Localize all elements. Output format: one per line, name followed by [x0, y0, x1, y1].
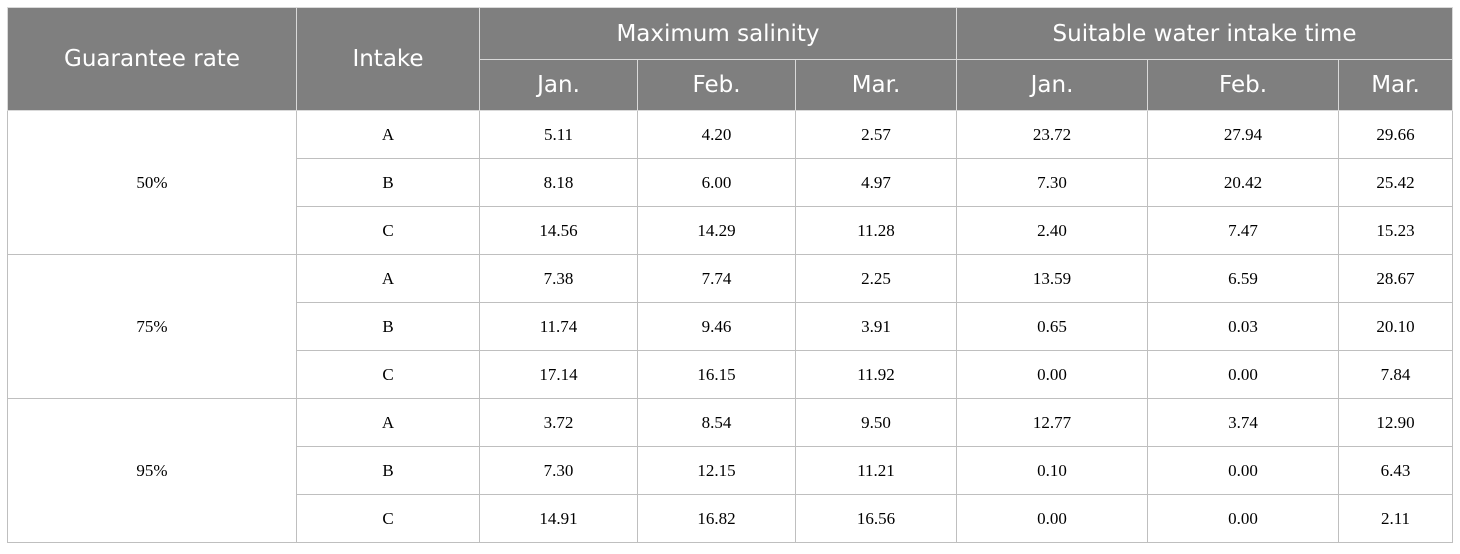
- table-row: C 14.56 14.29 11.28 2.40 7.47 15.23: [8, 206, 1454, 255]
- value-cell: 2.11: [1337, 494, 1454, 543]
- value-cell: 7.30: [479, 446, 638, 495]
- table-header: Guarantee rate Intake Maximum salinity S…: [7, 7, 1454, 111]
- header-guarantee-rate: Guarantee rate: [7, 7, 297, 111]
- value-cell: 11.28: [795, 206, 957, 255]
- value-cell: 0.00: [1147, 350, 1339, 399]
- value-cell: 2.40: [956, 206, 1148, 255]
- value-cell: 6.43: [1337, 446, 1454, 495]
- table-row: 50% A 5.11 4.20 2.57 23.72 27.94 29.66: [7, 110, 1454, 255]
- value-cell: 8.18: [479, 158, 638, 207]
- intake-cell: B: [296, 158, 480, 207]
- header-month: Feb.: [1147, 59, 1339, 111]
- header-suitable-water-intake-time: Suitable water intake time: [955, 7, 1454, 60]
- value-cell: 3.91: [795, 302, 957, 351]
- value-cell: 0.00: [1147, 446, 1339, 495]
- value-cell: 6.59: [1147, 254, 1339, 303]
- value-cell: 7.38: [479, 254, 638, 303]
- value-cell: 16.82: [637, 494, 796, 543]
- value-cell: 0.00: [1147, 494, 1339, 543]
- value-cell: 0.00: [956, 350, 1148, 399]
- value-cell: 20.42: [1147, 158, 1339, 207]
- value-cell: 27.94: [1147, 110, 1339, 159]
- value-cell: 2.57: [795, 110, 957, 159]
- table-body: 50% A 5.11 4.20 2.57 23.72 27.94 29.66 B…: [7, 110, 1454, 543]
- header-row-2: Jan. Feb. Mar. Jan. Feb. Mar.: [8, 59, 1454, 111]
- value-cell: 25.42: [1337, 158, 1454, 207]
- value-cell: 0.10: [956, 446, 1148, 495]
- header-intake: Intake: [296, 7, 480, 111]
- value-cell: 20.10: [1337, 302, 1454, 351]
- value-cell: 15.23: [1337, 206, 1454, 255]
- value-cell: 12.77: [956, 398, 1148, 447]
- table-row: B 11.74 9.46 3.91 0.65 0.03 20.10: [8, 302, 1454, 351]
- table-row: C 14.91 16.82 16.56 0.00 0.00 2.11: [8, 494, 1454, 543]
- header-month: Jan.: [479, 59, 638, 111]
- value-cell: 14.56: [479, 206, 638, 255]
- intake-cell: A: [296, 254, 480, 303]
- intake-cell: C: [296, 494, 480, 543]
- value-cell: 7.84: [1337, 350, 1454, 399]
- value-cell: 3.72: [479, 398, 638, 447]
- value-cell: 9.50: [795, 398, 957, 447]
- value-cell: 12.90: [1337, 398, 1454, 447]
- header-month: Mar.: [1337, 59, 1454, 111]
- salinity-table: Guarantee rate Intake Maximum salinity S…: [7, 7, 1454, 543]
- value-cell: 11.74: [479, 302, 638, 351]
- header-row-1: Guarantee rate Intake Maximum salinity S…: [7, 7, 1454, 111]
- value-cell: 11.21: [795, 446, 957, 495]
- value-cell: 16.15: [637, 350, 796, 399]
- value-cell: 14.91: [479, 494, 638, 543]
- value-cell: 14.29: [637, 206, 796, 255]
- table-row: 75% A 7.38 7.74 2.25 13.59 6.59 28.67: [7, 254, 1454, 399]
- value-cell: 29.66: [1337, 110, 1454, 159]
- value-cell: 28.67: [1337, 254, 1454, 303]
- value-cell: 4.20: [637, 110, 796, 159]
- table-row: 95% A 3.72 8.54 9.50 12.77 3.74 12.90: [7, 398, 1454, 543]
- value-cell: 9.46: [637, 302, 796, 351]
- guarantee-rate-cell: 75%: [7, 254, 297, 399]
- value-cell: 0.03: [1147, 302, 1339, 351]
- header-month: Feb.: [637, 59, 796, 111]
- intake-cell: C: [296, 206, 480, 255]
- value-cell: 16.56: [795, 494, 957, 543]
- table-row: B 7.30 12.15 11.21 0.10 0.00 6.43: [8, 446, 1454, 495]
- intake-cell: B: [296, 302, 480, 351]
- value-cell: 7.30: [956, 158, 1148, 207]
- table-row: B 8.18 6.00 4.97 7.30 20.42 25.42: [8, 158, 1454, 207]
- value-cell: 7.74: [637, 254, 796, 303]
- value-cell: 11.92: [795, 350, 957, 399]
- salinity-table-container: Guarantee rate Intake Maximum salinity S…: [7, 7, 1454, 543]
- value-cell: 13.59: [956, 254, 1148, 303]
- value-cell: 23.72: [956, 110, 1148, 159]
- value-cell: 4.97: [795, 158, 957, 207]
- guarantee-rate-cell: 95%: [7, 398, 297, 543]
- header-maximum-salinity: Maximum salinity: [479, 7, 957, 60]
- value-cell: 0.65: [956, 302, 1148, 351]
- intake-cell: A: [296, 398, 480, 447]
- guarantee-rate-cell: 50%: [7, 110, 297, 255]
- intake-cell: A: [296, 110, 480, 159]
- table-row: C 17.14 16.15 11.92 0.00 0.00 7.84: [8, 350, 1454, 399]
- value-cell: 6.00: [637, 158, 796, 207]
- header-month: Jan.: [956, 59, 1148, 111]
- value-cell: 2.25: [795, 254, 957, 303]
- value-cell: 12.15: [637, 446, 796, 495]
- intake-cell: B: [296, 446, 480, 495]
- value-cell: 3.74: [1147, 398, 1339, 447]
- value-cell: 8.54: [637, 398, 796, 447]
- value-cell: 17.14: [479, 350, 638, 399]
- value-cell: 0.00: [956, 494, 1148, 543]
- header-month: Mar.: [795, 59, 957, 111]
- value-cell: 7.47: [1147, 206, 1339, 255]
- value-cell: 5.11: [479, 110, 638, 159]
- intake-cell: C: [296, 350, 480, 399]
